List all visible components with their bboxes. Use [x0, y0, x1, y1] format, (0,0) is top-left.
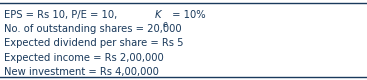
Text: Expected dividend per share = Rs 5: Expected dividend per share = Rs 5 — [4, 38, 184, 48]
Text: e: e — [163, 20, 168, 29]
Text: K: K — [155, 10, 161, 20]
Text: Expected income = Rs 2,00,000: Expected income = Rs 2,00,000 — [4, 53, 164, 63]
Text: EPS = Rs 10, P/E = 10,: EPS = Rs 10, P/E = 10, — [4, 10, 121, 20]
Text: New investment = Rs 4,00,000: New investment = Rs 4,00,000 — [4, 67, 159, 77]
Text: = 10%: = 10% — [169, 10, 206, 20]
Text: No. of outstanding shares = 20,000: No. of outstanding shares = 20,000 — [4, 24, 182, 34]
